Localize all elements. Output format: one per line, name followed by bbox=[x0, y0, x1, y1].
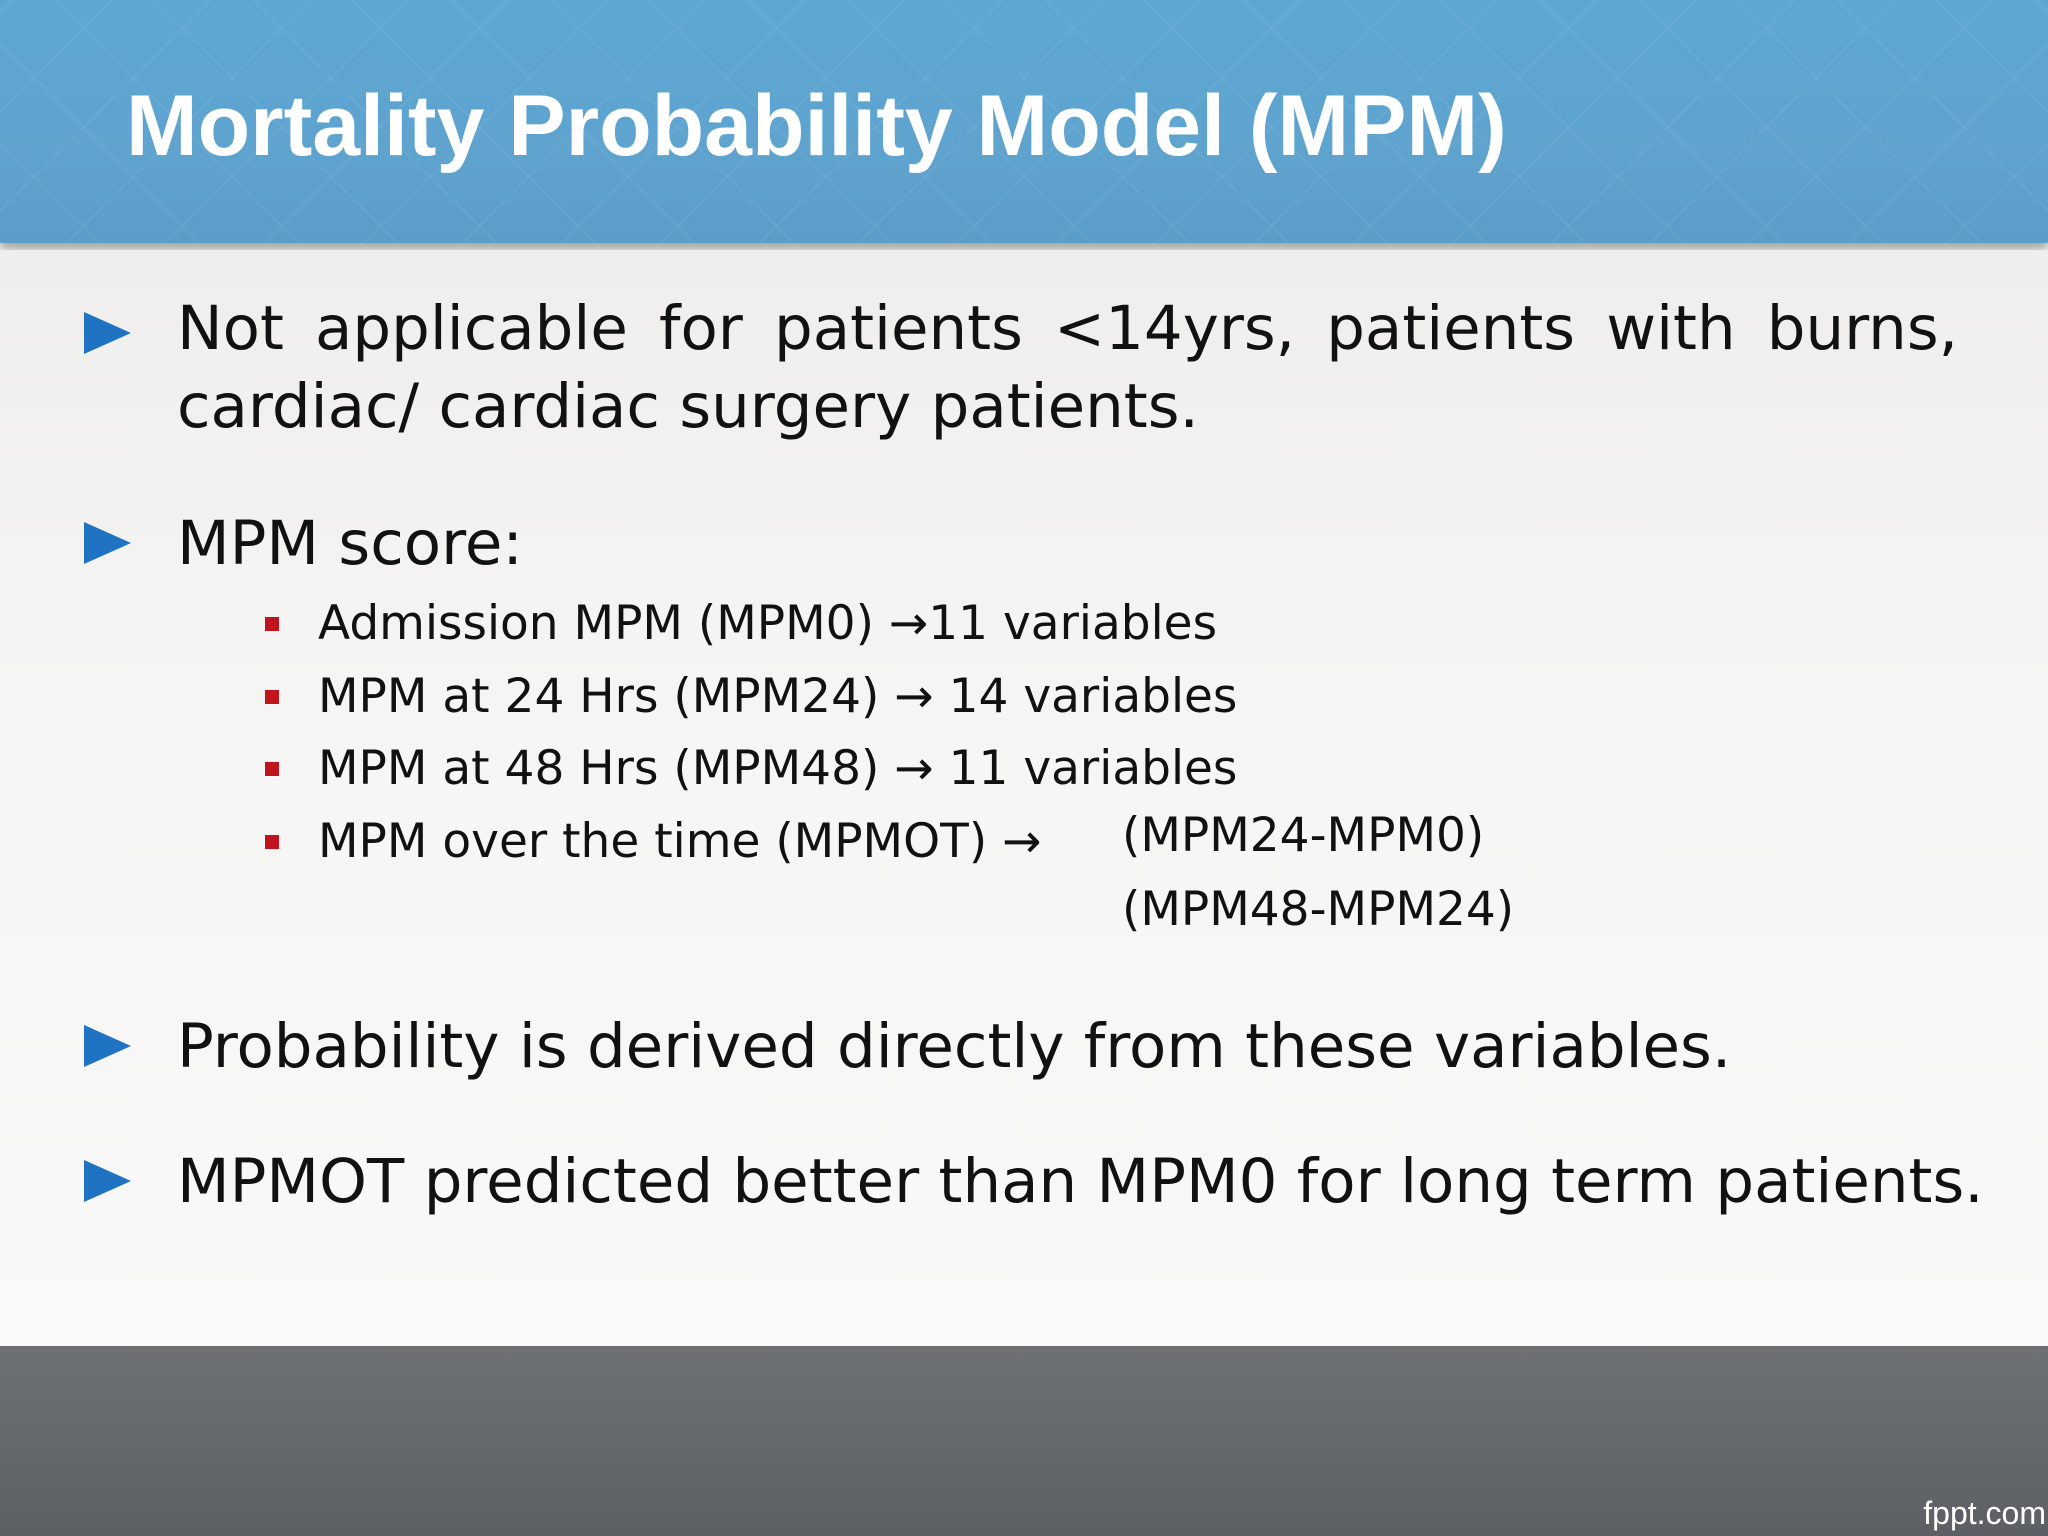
mpmot-formula-1: (MPM24-MPM0) bbox=[1122, 808, 1485, 863]
square-bullet-icon bbox=[265, 690, 279, 704]
bullet-text-3: Probability is derived directly from the… bbox=[177, 1011, 1732, 1082]
square-bullet-icon bbox=[265, 617, 279, 631]
bullet-text-2: MPM score: bbox=[177, 508, 523, 579]
slide-footer: fppt.com bbox=[0, 1346, 2048, 1536]
triangle-bullet-icon bbox=[84, 1025, 131, 1067]
triangle-bullet-icon bbox=[84, 1160, 131, 1202]
brand-watermark: fppt.com bbox=[1923, 1495, 2046, 1531]
triangle-bullet-icon bbox=[84, 312, 131, 354]
bullet-text-1: Not applicable for patients <14yrs, pati… bbox=[177, 293, 1958, 442]
slide-title: Mortality Probability Model (MPM) bbox=[126, 78, 1507, 174]
sub-bullet-text-1: Admission MPM (MPM0) →11 variables bbox=[318, 596, 1218, 651]
triangle-bullet-icon bbox=[84, 522, 131, 564]
slide-header: Mortality Probability Model (MPM) bbox=[0, 0, 2048, 243]
square-bullet-icon bbox=[265, 762, 279, 776]
slide-content bbox=[0, 250, 2048, 1346]
mpmot-formula-2: (MPM48-MPM24) bbox=[1122, 882, 1515, 937]
sub-bullet-text-3: MPM at 48 Hrs (MPM48) → 11 variables bbox=[318, 741, 1238, 796]
sub-bullet-text-2: MPM at 24 Hrs (MPM24) → 14 variables bbox=[318, 669, 1238, 724]
bullet-text-4: MPMOT predicted better than MPM0 for lon… bbox=[177, 1146, 1984, 1217]
sub-bullet-text-4: MPM over the time (MPMOT) → bbox=[318, 814, 1042, 869]
square-bullet-icon bbox=[265, 835, 279, 849]
